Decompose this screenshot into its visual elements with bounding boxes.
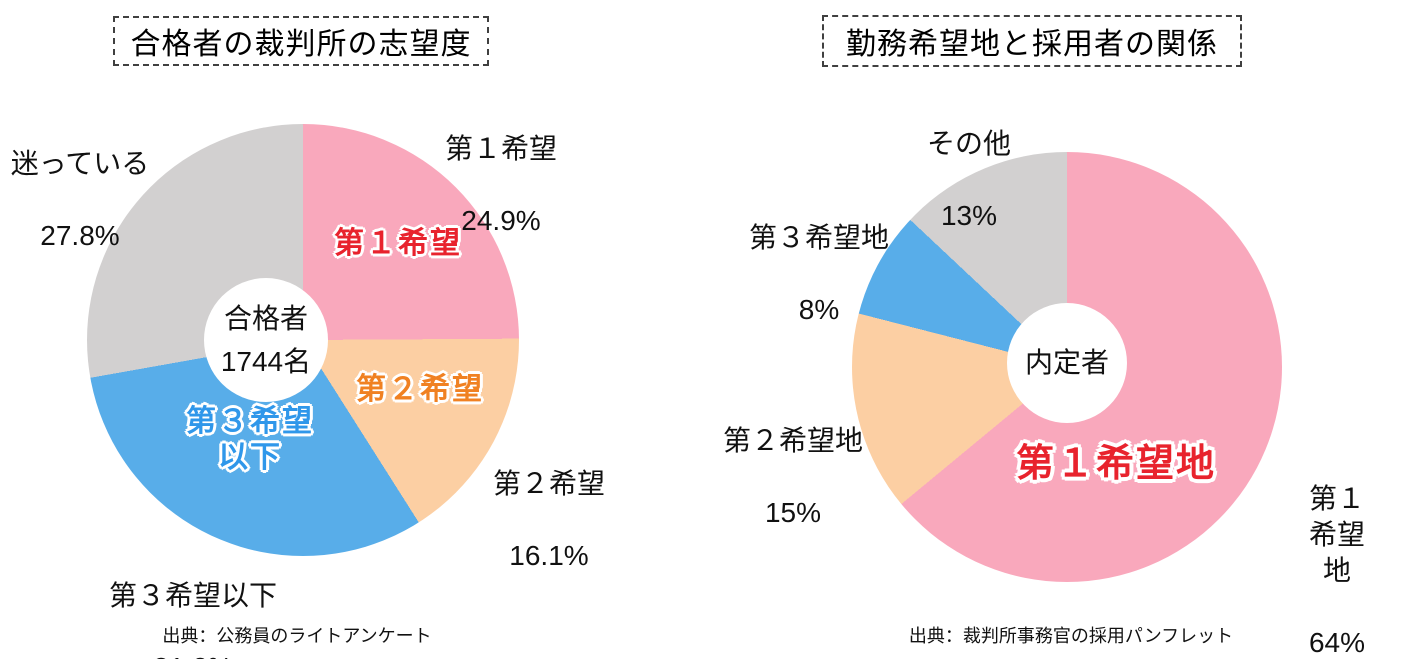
right-callout-other: その他 13% [927,90,1011,270]
right-donut-hole: 内定者 [1007,303,1127,423]
left-callout-second-choice-pct: 16.1% [509,540,589,571]
left-source-note: 出典：公務員のライトアンケート [162,626,432,646]
left-callout-first-choice: 第１希望 24.9% [445,95,557,275]
left-center-label: 合格者 1744名 [220,302,312,377]
left-callout-third-or-lower-pct: 31.2% [109,650,277,659]
left-callout-third-or-lower: 第３希望以下 31.2% [109,542,277,659]
right-callout-first-location: 第１希望地 64% [1298,445,1376,659]
right-callout-second-location-label: 第２希望地 [722,425,864,456]
right-callout-third-location-pct: 8% [798,294,840,325]
left-callout-third-or-lower-label: 第３希望以下 [108,580,278,611]
left-inner-label-third-or-lower: 第３希望 以下 [186,405,314,474]
left-inner-label-second-choice: 第２希望 [356,373,484,406]
right-center-label: 内定者 [1024,347,1109,379]
right-inner-label-first-choice-location: 第１希望地 [1015,443,1217,485]
right-chart-title-box: 勤務希望地と採用者の関係 [822,15,1242,67]
right-callout-other-pct: 13% [940,200,998,231]
left-donut-hole: 合格者 1744名 [204,278,328,402]
left-callout-second-choice-label: 第２希望 [492,468,606,499]
left-donut-pie: 合格者 1744名 [87,124,519,556]
left-callout-first-choice-label: 第１希望 [444,133,558,164]
left-callout-undecided-pct: 27.8% [40,220,120,251]
left-callout-second-choice: 第２希望 16.1% [493,430,605,610]
right-callout-third-location-label: 第３希望地 [748,222,890,253]
right-callout-first-location-label: 第１希望地 [1308,483,1365,586]
left-callout-undecided: 迷っている 27.8% [11,110,150,290]
left-callout-first-choice-pct: 24.9% [461,205,541,236]
right-callout-second-location: 第２希望地 15% [723,387,863,567]
left-callout-undecided-label: 迷っている [10,148,150,179]
right-callout-second-location-pct: 15% [764,497,822,528]
right-callout-third-location: 第３希望地 8% [749,184,889,364]
right-donut-pie: 内定者 [852,152,1282,582]
right-source-note: 出典：裁判所事務官の採用パンフレット [908,626,1234,646]
left-inner-label-first-choice: 第１希望 [334,227,462,260]
right-callout-first-location-pct: 64% [1308,627,1366,658]
right-callout-other-label: その他 [926,128,1012,159]
right-chart-title: 勤務希望地と採用者の関係 [846,28,1218,61]
left-chart-title-box: 合格者の裁判所の志望度 [113,16,489,66]
left-chart-title: 合格者の裁判所の志望度 [130,28,472,61]
